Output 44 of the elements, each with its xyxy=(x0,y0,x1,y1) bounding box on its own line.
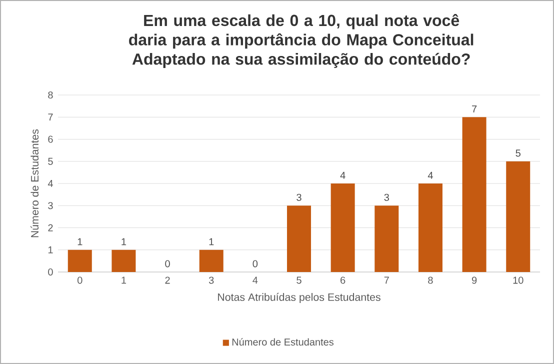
x-tick-label: 8 xyxy=(428,276,433,284)
y-tick-label: 4 xyxy=(48,180,53,187)
data-label: 3 xyxy=(384,194,389,201)
legend-label: Número de Estudantes xyxy=(232,338,334,346)
bar xyxy=(462,117,486,272)
data-label: 1 xyxy=(78,238,82,246)
x-tick-label: 10 xyxy=(513,276,524,284)
data-label: 0 xyxy=(252,260,258,268)
bar xyxy=(330,184,355,272)
bar xyxy=(199,250,224,272)
x-tick-label: 5 xyxy=(296,276,302,284)
data-label: 4 xyxy=(340,172,346,179)
y-tick-label: 0 xyxy=(48,268,53,276)
x-tick-label: 2 xyxy=(165,276,170,284)
x-tick-label: 3 xyxy=(208,276,214,284)
y-tick-label: 2 xyxy=(48,224,53,232)
bar xyxy=(68,250,92,272)
x-axis-title: Notas Atribuídas pelos Estudantes xyxy=(218,292,380,304)
data-label: 7 xyxy=(472,106,477,112)
y-tick-label: 3 xyxy=(48,202,53,210)
x-tick-label: 6 xyxy=(340,276,346,284)
y-tick-label: 7 xyxy=(48,114,53,121)
bar xyxy=(506,161,530,272)
chart-title: Em uma escala de 0 a 10, qual nota você daria para a importância do Mapa Conceitual Adaptado na sua assimilação do conteúdo? xyxy=(129,14,474,68)
y-tick-label: 8 xyxy=(48,91,53,99)
x-tick-label: 9 xyxy=(472,276,477,284)
data-label: 0 xyxy=(165,260,170,268)
bar xyxy=(418,184,442,272)
x-tick-label: 7 xyxy=(384,276,389,284)
x-tick-label: 1 xyxy=(122,276,126,284)
data-label: 4 xyxy=(428,172,433,179)
x-tick-label: 0 xyxy=(78,276,82,284)
bar xyxy=(112,250,136,272)
bar xyxy=(287,206,312,272)
y-axis-title: Número de Estudantes xyxy=(30,129,39,238)
y-tick-label: 6 xyxy=(48,136,53,143)
bar xyxy=(374,206,399,272)
x-tick-label: 4 xyxy=(252,276,258,284)
data-label: 5 xyxy=(516,150,520,157)
data-label: 3 xyxy=(296,194,302,201)
data-label: 1 xyxy=(209,238,214,246)
y-tick-label: 1 xyxy=(48,246,53,254)
data-label: 1 xyxy=(122,238,126,246)
y-tick-label: 5 xyxy=(48,158,53,165)
